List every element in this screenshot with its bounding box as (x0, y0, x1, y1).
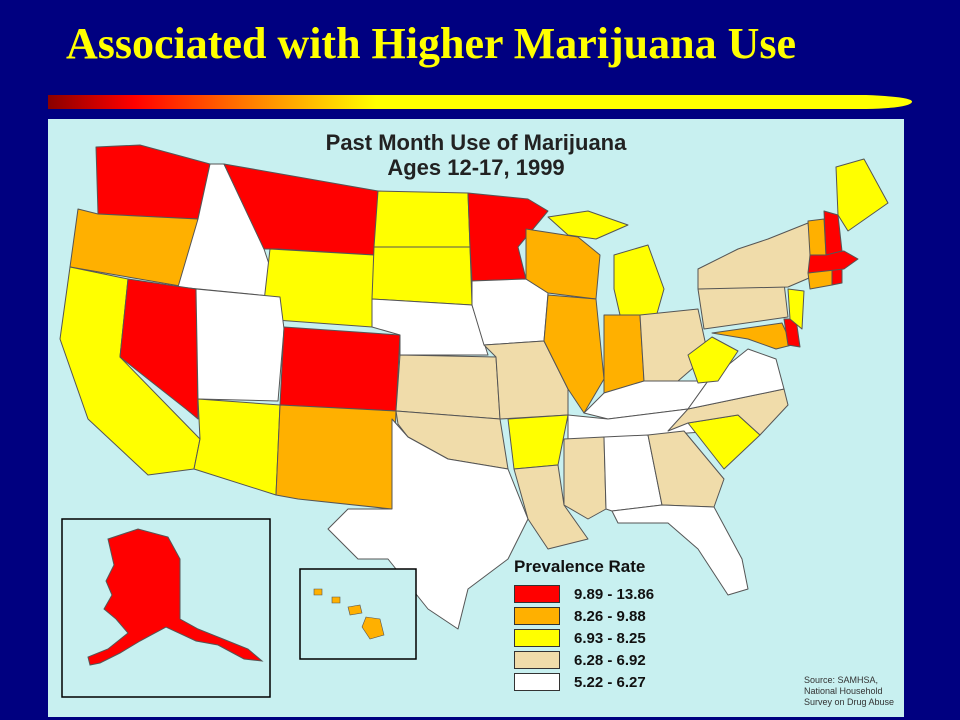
state-ks (395, 354, 501, 420)
state-mi (613, 244, 665, 318)
legend-item: 6.93 - 8.25 (514, 627, 734, 649)
state-ny (697, 222, 817, 290)
legend-label: 6.28 - 6.92 (574, 651, 646, 669)
state-ri (831, 268, 843, 286)
state-az (193, 398, 281, 496)
state-hi-oahu (331, 596, 341, 604)
legend-item: 6.28 - 6.92 (514, 649, 734, 671)
state-md (711, 322, 793, 350)
legend-swatch (514, 629, 560, 647)
state-nd (373, 190, 471, 248)
state-nm (275, 404, 397, 510)
state-hi (313, 588, 323, 596)
legend-label: 6.93 - 8.25 (574, 629, 646, 647)
legend-swatch (514, 607, 560, 625)
source-line2: National Household Survey on Drug Abuse (804, 686, 895, 707)
state-sd (371, 246, 473, 306)
slide-title: Associated with Higher Marijuana Use (66, 19, 797, 68)
title-underline-bar (48, 95, 913, 109)
map-title-line1: Past Month Use of Marijuana (325, 130, 627, 155)
state-co (279, 326, 401, 412)
state-nj (787, 288, 805, 330)
state-ar (507, 414, 569, 470)
state-nh (823, 210, 843, 256)
state-va (687, 348, 785, 410)
state-hi-group (313, 588, 385, 640)
legend-swatch (514, 585, 560, 603)
legend-swatch (514, 673, 560, 691)
state-hi-big (361, 616, 385, 640)
state-me (835, 158, 889, 232)
legend-item: 5.22 - 6.27 (514, 671, 734, 693)
map-panel: Past Month Use of Marijuana Ages 12-17, … (48, 119, 904, 717)
state-wv (687, 336, 739, 384)
map-title-line2: Ages 12-17, 1999 (387, 155, 565, 180)
state-ms (563, 436, 607, 520)
state-fl (611, 504, 749, 596)
legend: Prevalence Rate 9.89 - 13.86 8.26 - 9.88… (514, 557, 734, 693)
state-tx (327, 418, 529, 630)
source-line1: Source: SAMHSA, (804, 675, 879, 685)
legend-item: 9.89 - 13.86 (514, 583, 734, 605)
state-ga (647, 430, 725, 508)
state-nv (119, 278, 199, 420)
state-in (603, 314, 645, 394)
us-choropleth-map (59, 144, 889, 698)
hawaii-inset-frame (299, 568, 417, 660)
legend-title: Prevalence Rate (514, 557, 646, 576)
state-ut (195, 288, 285, 402)
legend-label: 5.22 - 6.27 (574, 673, 646, 691)
legend-label: 8.26 - 9.88 (574, 607, 646, 625)
state-mi-upper (547, 210, 629, 240)
legend-swatch (514, 651, 560, 669)
legend-label: 9.89 - 13.86 (574, 585, 655, 603)
state-pa (697, 282, 789, 330)
state-nc (667, 388, 789, 436)
state-ak (87, 528, 264, 666)
state-ia (471, 278, 549, 346)
source-note: Source: SAMHSA, National Household Surve… (804, 675, 904, 708)
state-vt (807, 218, 827, 256)
state-la (513, 464, 589, 550)
state-mn (467, 192, 549, 282)
legend-item: 8.26 - 9.88 (514, 605, 734, 627)
state-hi-maui (347, 604, 363, 616)
